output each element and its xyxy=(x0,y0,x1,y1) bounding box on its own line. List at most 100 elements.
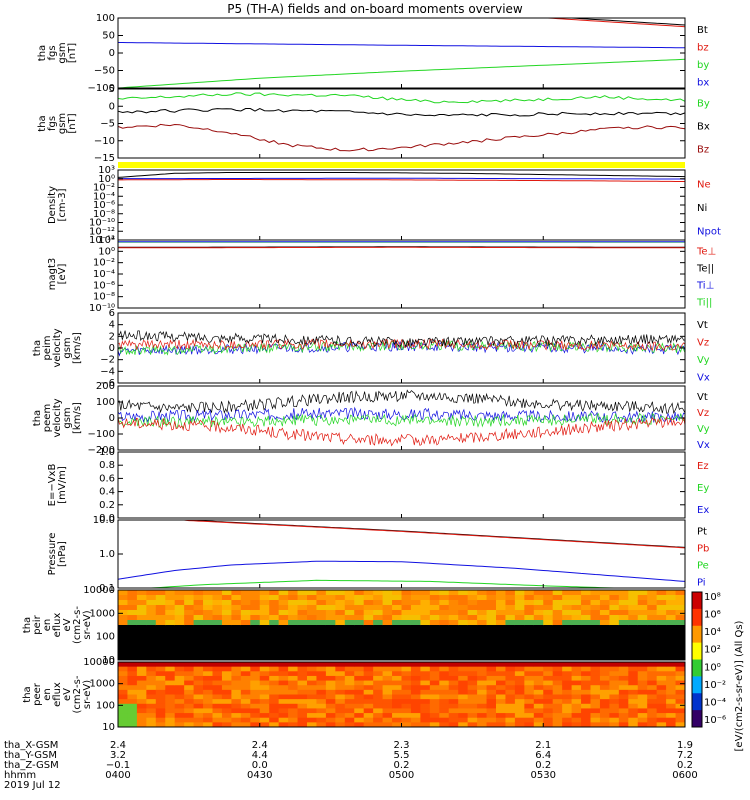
spectrogram-cell xyxy=(666,685,677,691)
spectrogram-cell xyxy=(193,717,204,723)
legend-label: Vt xyxy=(697,392,708,403)
spectrogram-cell xyxy=(410,685,421,691)
spectrogram-cell xyxy=(675,595,686,601)
spectrogram-cell xyxy=(618,722,629,728)
spectrogram-cell xyxy=(335,605,346,611)
spectrogram-cell xyxy=(571,630,582,636)
spectrogram-cell xyxy=(486,703,497,709)
spectrogram-cell xyxy=(656,595,667,601)
spectrogram-cell xyxy=(203,694,213,700)
spectrogram-cell xyxy=(420,650,431,656)
spectrogram-cell xyxy=(628,671,639,677)
spectrogram-cell xyxy=(316,590,327,596)
spectrogram-cell xyxy=(203,620,213,626)
y-tick-label: 10⁻⁴ xyxy=(93,191,115,202)
spectrogram-cell xyxy=(165,615,176,621)
spectrogram-cell xyxy=(221,595,232,601)
spectrogram-cell xyxy=(297,722,308,728)
spectrogram-cell xyxy=(392,666,402,672)
spectrogram-cell xyxy=(382,694,393,700)
spectrogram-cell xyxy=(184,722,195,728)
spectrogram-cell xyxy=(344,605,355,611)
y-tick-label: 5 xyxy=(109,84,115,95)
spectrogram-cell xyxy=(240,708,251,714)
spectrogram-cell xyxy=(533,694,544,700)
spectrogram-cell xyxy=(505,722,516,728)
spectrogram-cell xyxy=(581,645,591,651)
y-tick-label: 10⁻¹⁰ xyxy=(89,303,115,314)
spectrogram-cell xyxy=(325,662,336,668)
colorbar-segment xyxy=(692,608,702,627)
y-tick-label: 10² xyxy=(98,235,115,246)
spectrogram-cell xyxy=(316,610,327,616)
spectrogram-cell xyxy=(514,635,525,641)
spectrogram-cell xyxy=(543,671,554,677)
spectrogram-cell xyxy=(221,675,232,682)
spectrogram-cell xyxy=(136,675,147,682)
spectrogram-cell xyxy=(269,635,280,641)
spectrogram-cell xyxy=(344,675,355,682)
spectrogram-cell xyxy=(637,689,648,695)
spectrogram-cell xyxy=(533,662,544,668)
spectrogram-cell xyxy=(505,675,516,682)
spectrogram-cell xyxy=(505,699,516,705)
spectrogram-cell xyxy=(165,671,176,677)
spectrogram-cell xyxy=(155,620,166,626)
spectrogram-cell xyxy=(212,650,223,656)
spectrogram-cell xyxy=(439,625,450,631)
spectrogram-cell xyxy=(477,620,488,626)
spectrogram-cell xyxy=(429,640,440,646)
spectrogram-cell xyxy=(278,703,289,709)
series-line-Ne xyxy=(118,179,685,182)
spectrogram-cell xyxy=(637,640,648,646)
spectrogram-cell xyxy=(269,675,280,682)
spectrogram-cell xyxy=(458,685,469,691)
spectrogram-cell xyxy=(193,605,204,611)
spectrogram-cell xyxy=(486,655,497,661)
spectrogram-cell xyxy=(514,615,525,621)
spectrogram-cell xyxy=(496,615,506,621)
spectrogram-cell xyxy=(297,703,308,709)
spectrogram-cell xyxy=(269,713,280,719)
spectrogram-cell xyxy=(486,640,497,646)
colorbar-frame xyxy=(691,591,703,728)
spectrogram-cell xyxy=(316,713,327,719)
y-tick-label: 100 xyxy=(96,700,115,711)
spectrogram-cell xyxy=(184,615,195,621)
spectrogram-cell xyxy=(581,620,591,626)
spectrogram-cell xyxy=(543,635,554,641)
spectrogram-cell xyxy=(316,694,327,700)
spectrogram-cell xyxy=(118,703,128,709)
spectrogram-cell xyxy=(288,713,299,719)
spectrogram-cell xyxy=(420,680,431,686)
spectrogram-cell xyxy=(666,680,677,686)
spectrogram-cell xyxy=(136,722,147,728)
panel-frame xyxy=(117,88,686,159)
spectrogram-cell xyxy=(514,590,525,596)
spectrogram-cell xyxy=(307,655,317,661)
spectrogram-cell xyxy=(174,685,185,691)
spectrogram-cell xyxy=(552,666,563,672)
spectrogram-cell xyxy=(562,689,573,695)
y-axis-label: E=−VxB xyxy=(47,464,58,507)
spectrogram-cell xyxy=(231,600,242,606)
spectrogram-cell xyxy=(174,640,185,646)
spectrogram-cell xyxy=(392,689,402,695)
spectrogram-cell xyxy=(543,610,554,616)
spectrogram-cell xyxy=(618,675,629,682)
spectrogram-cell xyxy=(401,671,412,677)
spectrogram-cell xyxy=(193,595,204,601)
spectrogram-cell xyxy=(666,689,677,695)
spectrogram-cell xyxy=(297,694,308,700)
spectrogram-cell xyxy=(458,717,469,723)
spectrogram-cell xyxy=(590,645,601,651)
spectrogram-cell xyxy=(543,600,554,606)
spectrogram-cell xyxy=(354,703,365,709)
spectrogram-cell xyxy=(420,722,431,728)
spectrogram-cell xyxy=(231,713,242,719)
spectrogram-cell xyxy=(259,708,270,714)
spectrogram-cell xyxy=(618,625,629,631)
spectrogram-cell xyxy=(656,590,667,596)
spectrogram-cell xyxy=(533,717,544,723)
